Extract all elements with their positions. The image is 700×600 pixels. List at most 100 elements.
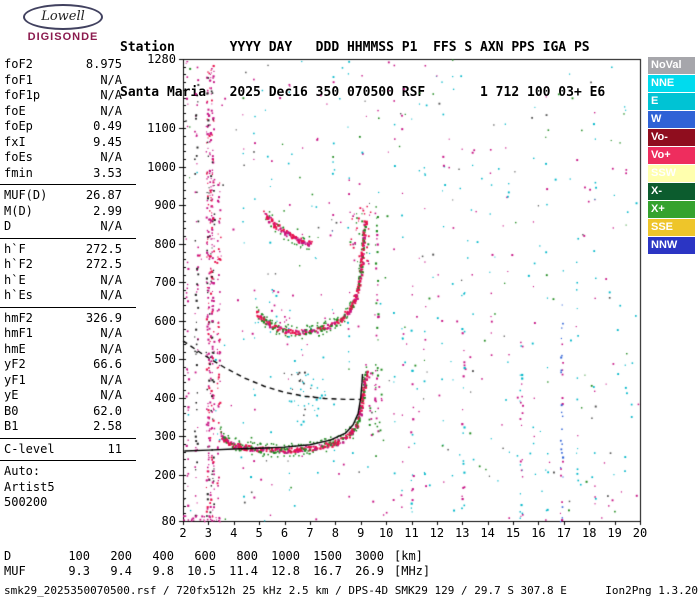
auto-title: Auto: xyxy=(4,464,41,478)
param-row: foE N/A xyxy=(4,104,122,120)
param-value: N/A xyxy=(100,72,122,87)
y-tick-label: 200 xyxy=(154,467,176,482)
dmuf-cell: 800 xyxy=(236,549,258,563)
lowell-digisonde-logo: Lowell DIGISONDE xyxy=(8,4,118,43)
footer-program-version: Ion2Png 1.3.20 xyxy=(605,584,698,597)
legend-item-vo: Vo- xyxy=(648,129,695,146)
legend-item-vo: Vo+ xyxy=(648,147,695,164)
dmuf-unit: [km] xyxy=(394,549,423,563)
x-tick-label: 3 xyxy=(204,526,212,540)
param-row: hmE N/A xyxy=(4,342,122,358)
param-row: foF2 8.975 xyxy=(4,57,122,73)
param-row: MUF(D) 26.87 xyxy=(4,188,122,204)
param-row: h`Es N/A xyxy=(4,288,122,304)
param-label: M(D) xyxy=(4,203,33,218)
dmuf-cell: 12.8 xyxy=(271,564,300,578)
x-axis-labels: 2 3 4 5 6 7 8 9 10 11 12 13 14 15 16 17 18 19 20 xyxy=(179,526,647,540)
param-label: fmin xyxy=(4,165,33,180)
y-tick-label: 1280 xyxy=(147,52,176,66)
y-tick-label: 800 xyxy=(154,236,176,251)
param-value: N/A xyxy=(100,372,122,387)
x-tick-label: 12 xyxy=(429,526,445,540)
ionogram-plot xyxy=(177,57,642,529)
y-tick-label: 80 xyxy=(161,514,176,528)
footer-bar: smk29_2025350070500.rsf / 720fx512h 25 k… xyxy=(4,584,698,597)
param-row: M(D) 2.99 xyxy=(4,204,122,220)
x-tick-label: 2 xyxy=(179,526,187,540)
param-divider xyxy=(0,460,136,461)
legend-item-nnw: NNW xyxy=(648,237,695,254)
param-label: yF1 xyxy=(4,372,26,387)
y-tick-label: 1000 xyxy=(147,159,176,174)
param-row: hmF2 326.9 xyxy=(4,311,122,327)
param-value: N/A xyxy=(100,103,122,118)
param-value: 66.6 xyxy=(93,357,122,371)
param-label: foF2 xyxy=(4,57,33,71)
y-tick-label: 400 xyxy=(154,390,176,405)
dmuf-cell: 200 xyxy=(110,549,132,563)
param-label: B0 xyxy=(4,403,19,418)
param-row: yE N/A xyxy=(4,388,122,404)
param-divider xyxy=(0,306,136,308)
footer-file-info: smk29_2025350070500.rsf / 720fx512h 25 k… xyxy=(4,584,567,597)
param-label: hmF1 xyxy=(4,326,33,340)
dmuf-row-d: D 100 200 400 600 800 1000 1500 3000 [km] xyxy=(4,549,430,564)
x-tick-label: 14 xyxy=(480,526,495,540)
x-tick-label: 8 xyxy=(331,526,339,540)
param-value: 9.45 xyxy=(93,134,122,149)
param-panel: foF2 8.975 foF1 N/A foF1p N/A foE N/A foEp 0.49 fx… xyxy=(0,57,144,511)
legend-item-noval: NoVal xyxy=(648,57,695,74)
param-value: N/A xyxy=(100,272,122,287)
param-label: h`F2 xyxy=(4,257,33,271)
param-value: 326.9 xyxy=(85,310,122,325)
param-value: N/A xyxy=(100,219,122,233)
param-label: hmF2 xyxy=(4,310,33,325)
legend-item-sse: SSE xyxy=(648,219,695,236)
y-tick-label: 500 xyxy=(154,352,176,367)
dmuf-unit: [MHz] xyxy=(394,564,431,578)
y-tick-label: 700 xyxy=(154,275,176,290)
param-value: 2.58 xyxy=(93,419,122,433)
param-label: foE xyxy=(4,103,26,118)
x-tick-label: 18 xyxy=(581,526,597,540)
param-label: h`E xyxy=(4,272,26,287)
dmuf-cell: 1000 xyxy=(271,549,300,563)
dmuf-cell: 3000 xyxy=(355,549,384,563)
param-label: MUF(D) xyxy=(4,188,48,202)
param-label: yE xyxy=(4,388,19,402)
dmuf-cell: 400 xyxy=(152,549,174,563)
param-row: D N/A xyxy=(4,219,122,235)
param-divider xyxy=(0,184,136,185)
param-value: 272.5 xyxy=(85,257,122,271)
dmuf-cell: 1500 xyxy=(313,549,342,563)
auto-line: Artist5 xyxy=(4,479,55,494)
param-label: foEs xyxy=(4,150,33,164)
y-tick-label: 300 xyxy=(154,429,176,444)
x-tick-label: 11 xyxy=(404,526,419,540)
param-label: foF1p xyxy=(4,88,41,102)
dmuf-cell: 16.7 xyxy=(313,564,342,578)
param-row: fmin 3.53 xyxy=(4,166,122,182)
param-row: fxI 9.45 xyxy=(4,135,122,151)
param-divider xyxy=(0,237,136,239)
param-label: h`Es xyxy=(4,288,33,302)
param-value: 8.975 xyxy=(85,57,122,71)
x-tick-label: 13 xyxy=(455,526,470,540)
param-value: N/A xyxy=(100,150,122,164)
dmuf-cell: 11.4 xyxy=(229,564,258,578)
param-value: N/A xyxy=(100,88,122,102)
param-value: 11 xyxy=(107,441,122,456)
param-label: fxI xyxy=(4,134,26,149)
logo-lowell-text: Lowell xyxy=(41,9,85,24)
x-tick-label: 4 xyxy=(230,526,238,540)
param-value: 62.0 xyxy=(93,403,122,418)
legend-item-nne: NNE xyxy=(648,75,695,92)
param-value: 0.49 xyxy=(93,119,122,133)
header-line1: Station YYYY DAY DDD HHMMSS P1 FFS S AXN… xyxy=(120,40,590,55)
legend-item-x: X+ xyxy=(648,201,695,218)
param-value: 26.87 xyxy=(85,188,122,202)
param-value: N/A xyxy=(100,288,122,302)
param-row: h`E N/A xyxy=(4,273,122,289)
lowell-logo-oval: Lowell xyxy=(23,4,103,30)
param-row: foEp 0.49 xyxy=(4,119,122,135)
